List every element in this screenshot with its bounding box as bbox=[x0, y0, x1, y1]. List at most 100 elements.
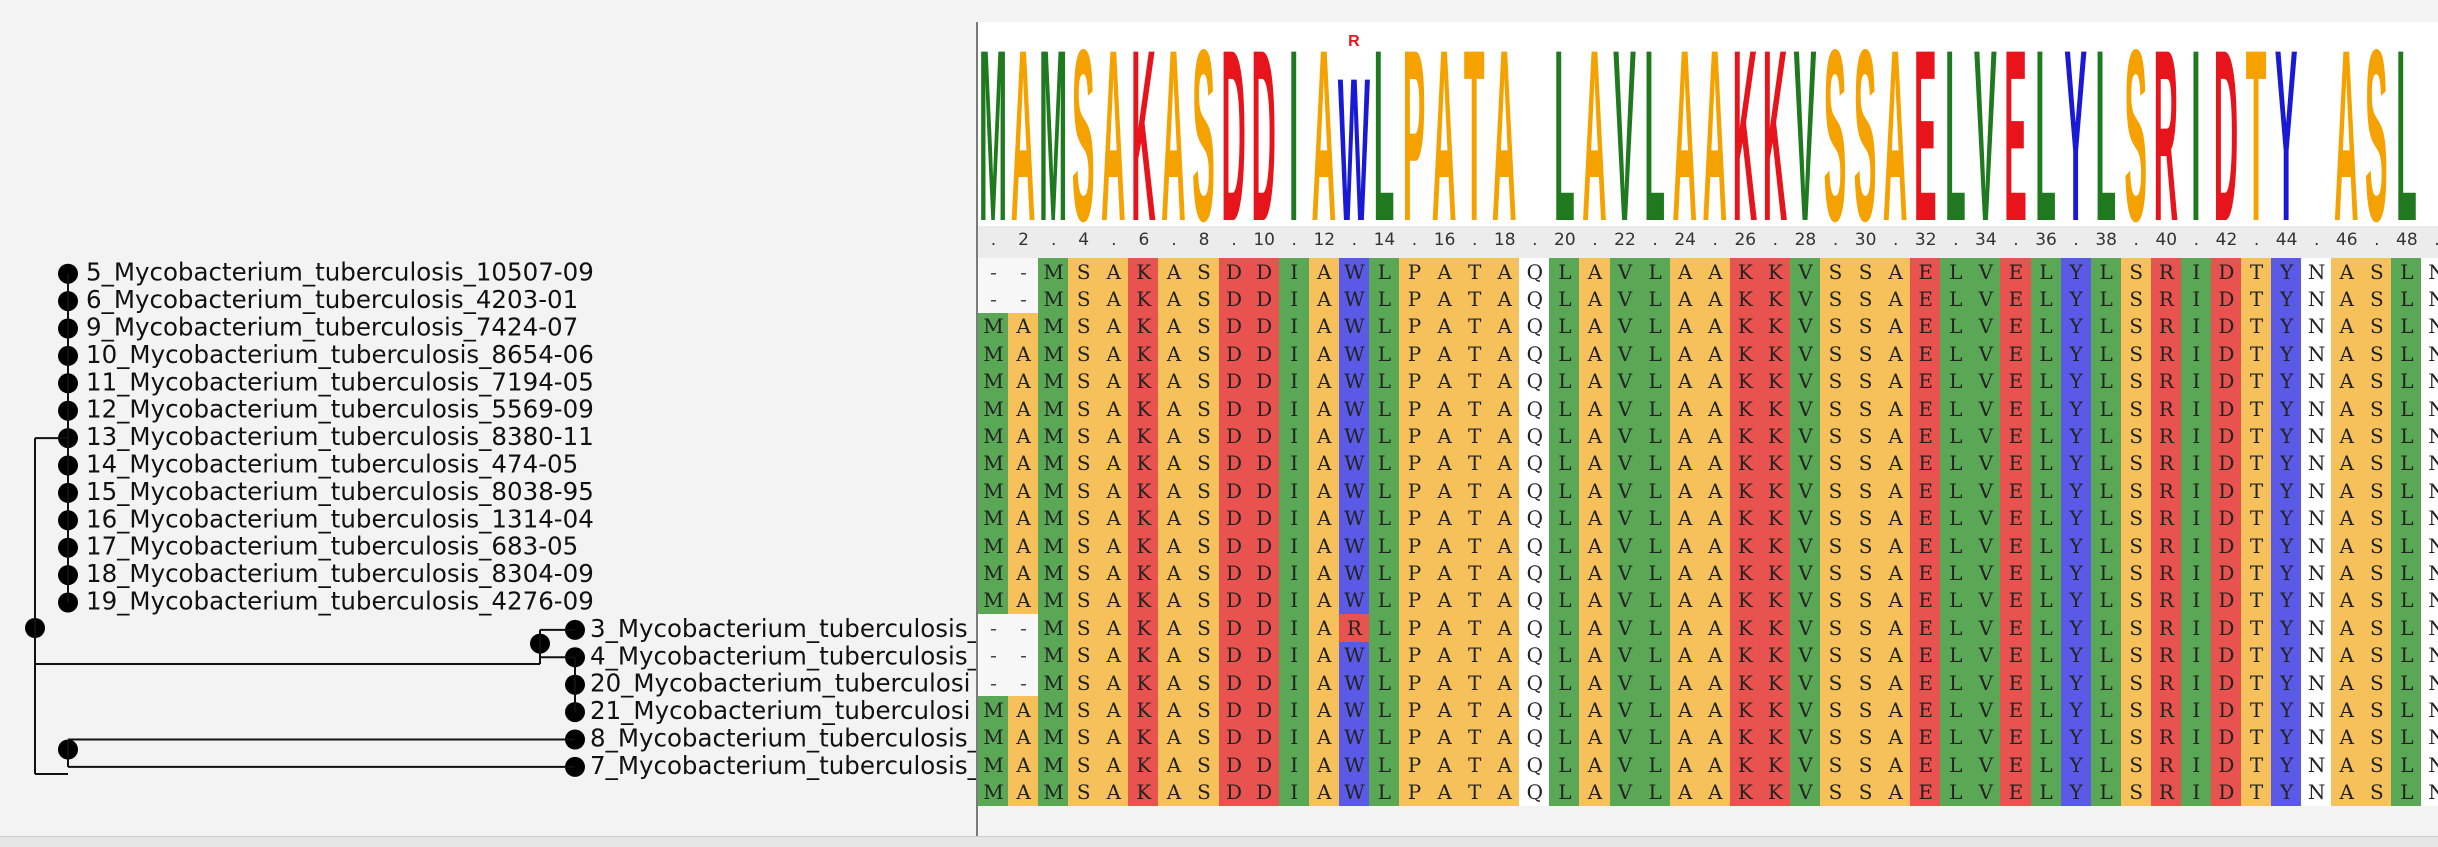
residue-cell[interactable]: V bbox=[1789, 395, 1821, 423]
residue-cell[interactable]: D bbox=[1218, 559, 1250, 587]
residue-cell[interactable]: L bbox=[1368, 285, 1400, 313]
residue-cell[interactable]: A bbox=[2331, 696, 2363, 724]
residue-cell[interactable]: M bbox=[1038, 367, 1070, 395]
residue-cell[interactable]: S bbox=[1850, 669, 1882, 697]
residue-cell[interactable]: T bbox=[1459, 751, 1491, 779]
residue-cell[interactable]: E bbox=[2000, 532, 2032, 560]
residue-cell[interactable]: S bbox=[1188, 723, 1220, 752]
residue-cell[interactable]: A bbox=[1489, 723, 1521, 752]
residue-cell[interactable]: L bbox=[1639, 696, 1671, 724]
residue-cell[interactable]: V bbox=[1970, 504, 2002, 532]
residue-cell[interactable]: P bbox=[1399, 778, 1430, 806]
residue-cell[interactable]: Y bbox=[2060, 504, 2092, 532]
residue-cell[interactable]: L bbox=[2090, 614, 2122, 642]
residue-cell[interactable]: K bbox=[1759, 258, 1791, 286]
residue-cell[interactable]: V bbox=[1789, 285, 1821, 313]
residue-cell[interactable]: V bbox=[1789, 532, 1821, 560]
residue-cell[interactable]: A bbox=[1880, 778, 1912, 806]
residue-cell[interactable]: A bbox=[1489, 696, 1521, 724]
residue-cell[interactable]: L bbox=[2391, 641, 2423, 669]
residue-cell[interactable]: A bbox=[1699, 367, 1731, 395]
residue-cell[interactable]: E bbox=[1910, 367, 1942, 395]
residue-cell[interactable]: Q bbox=[1519, 586, 1551, 615]
residue-cell[interactable]: L bbox=[2030, 395, 2062, 423]
residue-cell[interactable]: S bbox=[1820, 395, 1852, 423]
residue-cell[interactable]: Y bbox=[2060, 778, 2092, 806]
residue-cell[interactable]: L bbox=[2391, 614, 2423, 642]
residue-cell[interactable]: V bbox=[1789, 449, 1821, 478]
residue-cell[interactable]: Y bbox=[2060, 312, 2092, 341]
residue-cell[interactable]: M bbox=[1038, 422, 1070, 450]
residue-cell[interactable]: K bbox=[1729, 258, 1761, 286]
residue-cell[interactable]: S bbox=[1188, 504, 1220, 532]
residue-cell[interactable]: N bbox=[2421, 312, 2438, 341]
residue-cell[interactable]: L bbox=[1940, 641, 1972, 669]
residue-cell[interactable]: A bbox=[1669, 614, 1701, 642]
residue-cell[interactable]: L bbox=[1368, 367, 1400, 395]
residue-cell[interactable]: L bbox=[1639, 559, 1671, 587]
residue-cell[interactable]: D bbox=[1218, 312, 1250, 341]
residue-cell[interactable]: L bbox=[2030, 586, 2062, 615]
residue-cell[interactable]: W bbox=[1338, 449, 1370, 478]
residue-cell[interactable]: A bbox=[1579, 723, 1611, 752]
residue-cell[interactable]: A bbox=[1669, 449, 1701, 478]
residue-cell[interactable]: A bbox=[1098, 778, 1130, 806]
residue-cell[interactable]: Y bbox=[2060, 258, 2092, 286]
residue-cell[interactable]: I bbox=[2180, 504, 2212, 532]
residue-cell[interactable]: K bbox=[1759, 614, 1791, 642]
residue-cell[interactable]: Y bbox=[2271, 559, 2303, 587]
residue-cell[interactable]: P bbox=[1399, 586, 1430, 615]
residue-cell[interactable]: Y bbox=[2060, 669, 2092, 697]
residue-cell[interactable]: L bbox=[2030, 778, 2062, 806]
residue-cell[interactable]: I bbox=[2180, 586, 2212, 615]
residue-cell[interactable]: A bbox=[1008, 532, 1040, 560]
residue-cell[interactable]: K bbox=[1759, 395, 1791, 423]
residue-cell[interactable]: L bbox=[1549, 477, 1581, 505]
residue-cell[interactable]: L bbox=[2090, 559, 2122, 587]
residue-cell[interactable]: M bbox=[1038, 504, 1070, 532]
residue-cell[interactable]: K bbox=[1759, 367, 1791, 395]
residue-cell[interactable]: T bbox=[2241, 340, 2273, 368]
residue-cell[interactable]: D bbox=[2210, 641, 2242, 669]
residue-cell[interactable]: I bbox=[2180, 367, 2212, 395]
residue-cell[interactable]: Y bbox=[2271, 669, 2303, 697]
residue-cell[interactable]: S bbox=[2361, 285, 2393, 313]
residue-cell[interactable]: S bbox=[1188, 669, 1220, 697]
residue-cell[interactable]: W bbox=[1338, 696, 1370, 724]
residue-cell[interactable]: L bbox=[2090, 477, 2122, 505]
residue-cell[interactable]: R bbox=[2150, 532, 2182, 560]
residue-cell[interactable]: V bbox=[1609, 258, 1641, 286]
residue-cell[interactable]: N bbox=[2301, 285, 2333, 313]
residue-cell[interactable]: N bbox=[2301, 586, 2333, 615]
residue-cell[interactable]: N bbox=[2301, 723, 2333, 752]
taxon-label[interactable]: 13_Mycobacterium_tuberculosis_8380-11 bbox=[86, 422, 594, 451]
residue-cell[interactable]: A bbox=[1489, 532, 1521, 560]
residue-cell[interactable]: A bbox=[1098, 312, 1130, 341]
residue-cell[interactable]: A bbox=[1699, 258, 1731, 286]
residue-cell[interactable]: Y bbox=[2271, 258, 2303, 286]
residue-cell[interactable]: Y bbox=[2271, 449, 2303, 478]
residue-cell[interactable]: A bbox=[1158, 285, 1190, 313]
residue-cell[interactable]: N bbox=[2301, 669, 2333, 697]
residue-cell[interactable]: D bbox=[1218, 778, 1250, 806]
residue-cell[interactable]: S bbox=[2361, 723, 2393, 752]
residue-cell[interactable]: E bbox=[1910, 395, 1942, 423]
residue-cell[interactable]: M bbox=[978, 312, 1009, 341]
residue-cell[interactable]: A bbox=[1880, 395, 1912, 423]
residue-cell[interactable]: V bbox=[1609, 477, 1641, 505]
residue-cell[interactable]: A bbox=[1699, 477, 1731, 505]
residue-cell[interactable]: T bbox=[2241, 477, 2273, 505]
residue-cell[interactable]: M bbox=[978, 504, 1009, 532]
residue-cell[interactable]: V bbox=[1609, 723, 1641, 752]
residue-cell[interactable]: V bbox=[1970, 422, 2002, 450]
residue-cell[interactable]: K bbox=[1128, 586, 1160, 615]
residue-cell[interactable]: A bbox=[1429, 586, 1461, 615]
residue-cell[interactable]: S bbox=[2361, 696, 2393, 724]
residue-cell[interactable]: L bbox=[2030, 285, 2062, 313]
residue-cell[interactable]: A bbox=[2331, 367, 2363, 395]
taxon-label[interactable]: 12_Mycobacterium_tuberculosis_5569-09 bbox=[86, 395, 594, 424]
residue-cell[interactable]: V bbox=[1609, 669, 1641, 697]
